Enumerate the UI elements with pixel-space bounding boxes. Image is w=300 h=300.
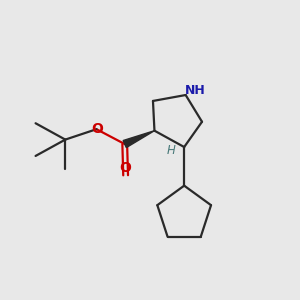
Text: O: O [120, 161, 132, 175]
Text: O: O [92, 122, 103, 136]
Text: NH: NH [185, 84, 206, 97]
Polygon shape [123, 131, 154, 148]
Text: H: H [167, 144, 176, 157]
